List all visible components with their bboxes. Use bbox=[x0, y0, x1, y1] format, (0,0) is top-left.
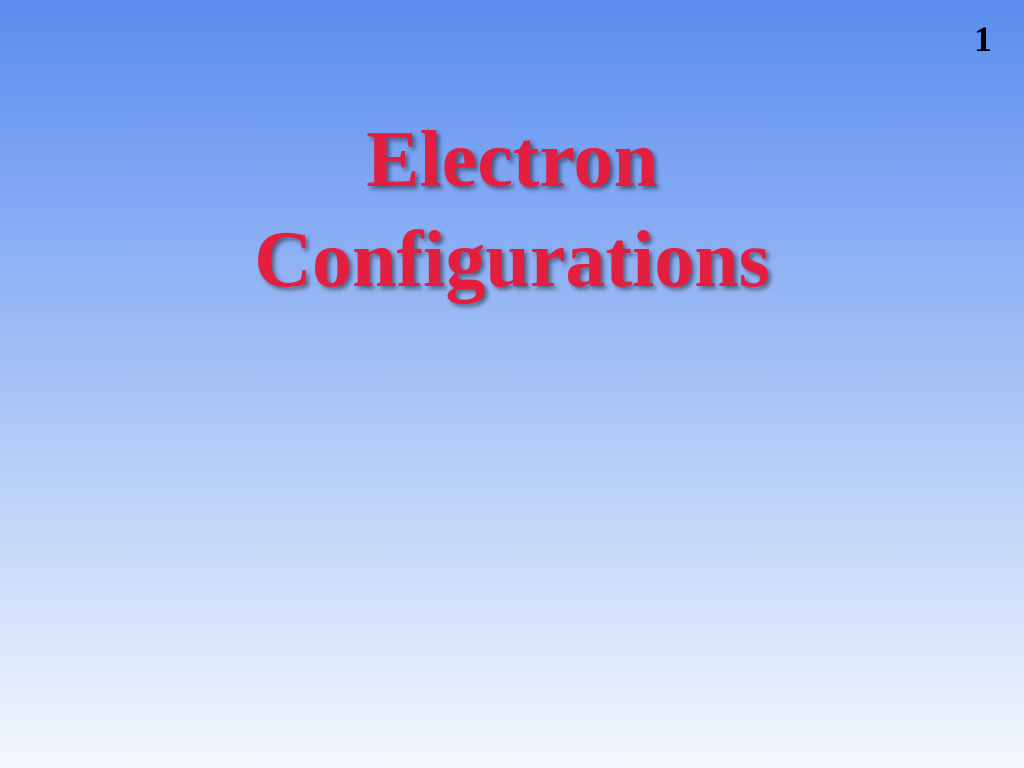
title-line-1: Electron bbox=[0, 110, 1024, 210]
slide-title: Electron Configurations bbox=[0, 110, 1024, 310]
title-line-2: Configurations bbox=[0, 210, 1024, 310]
presentation-slide: 1 Electron Configurations bbox=[0, 0, 1024, 768]
page-number: 1 bbox=[974, 18, 992, 60]
